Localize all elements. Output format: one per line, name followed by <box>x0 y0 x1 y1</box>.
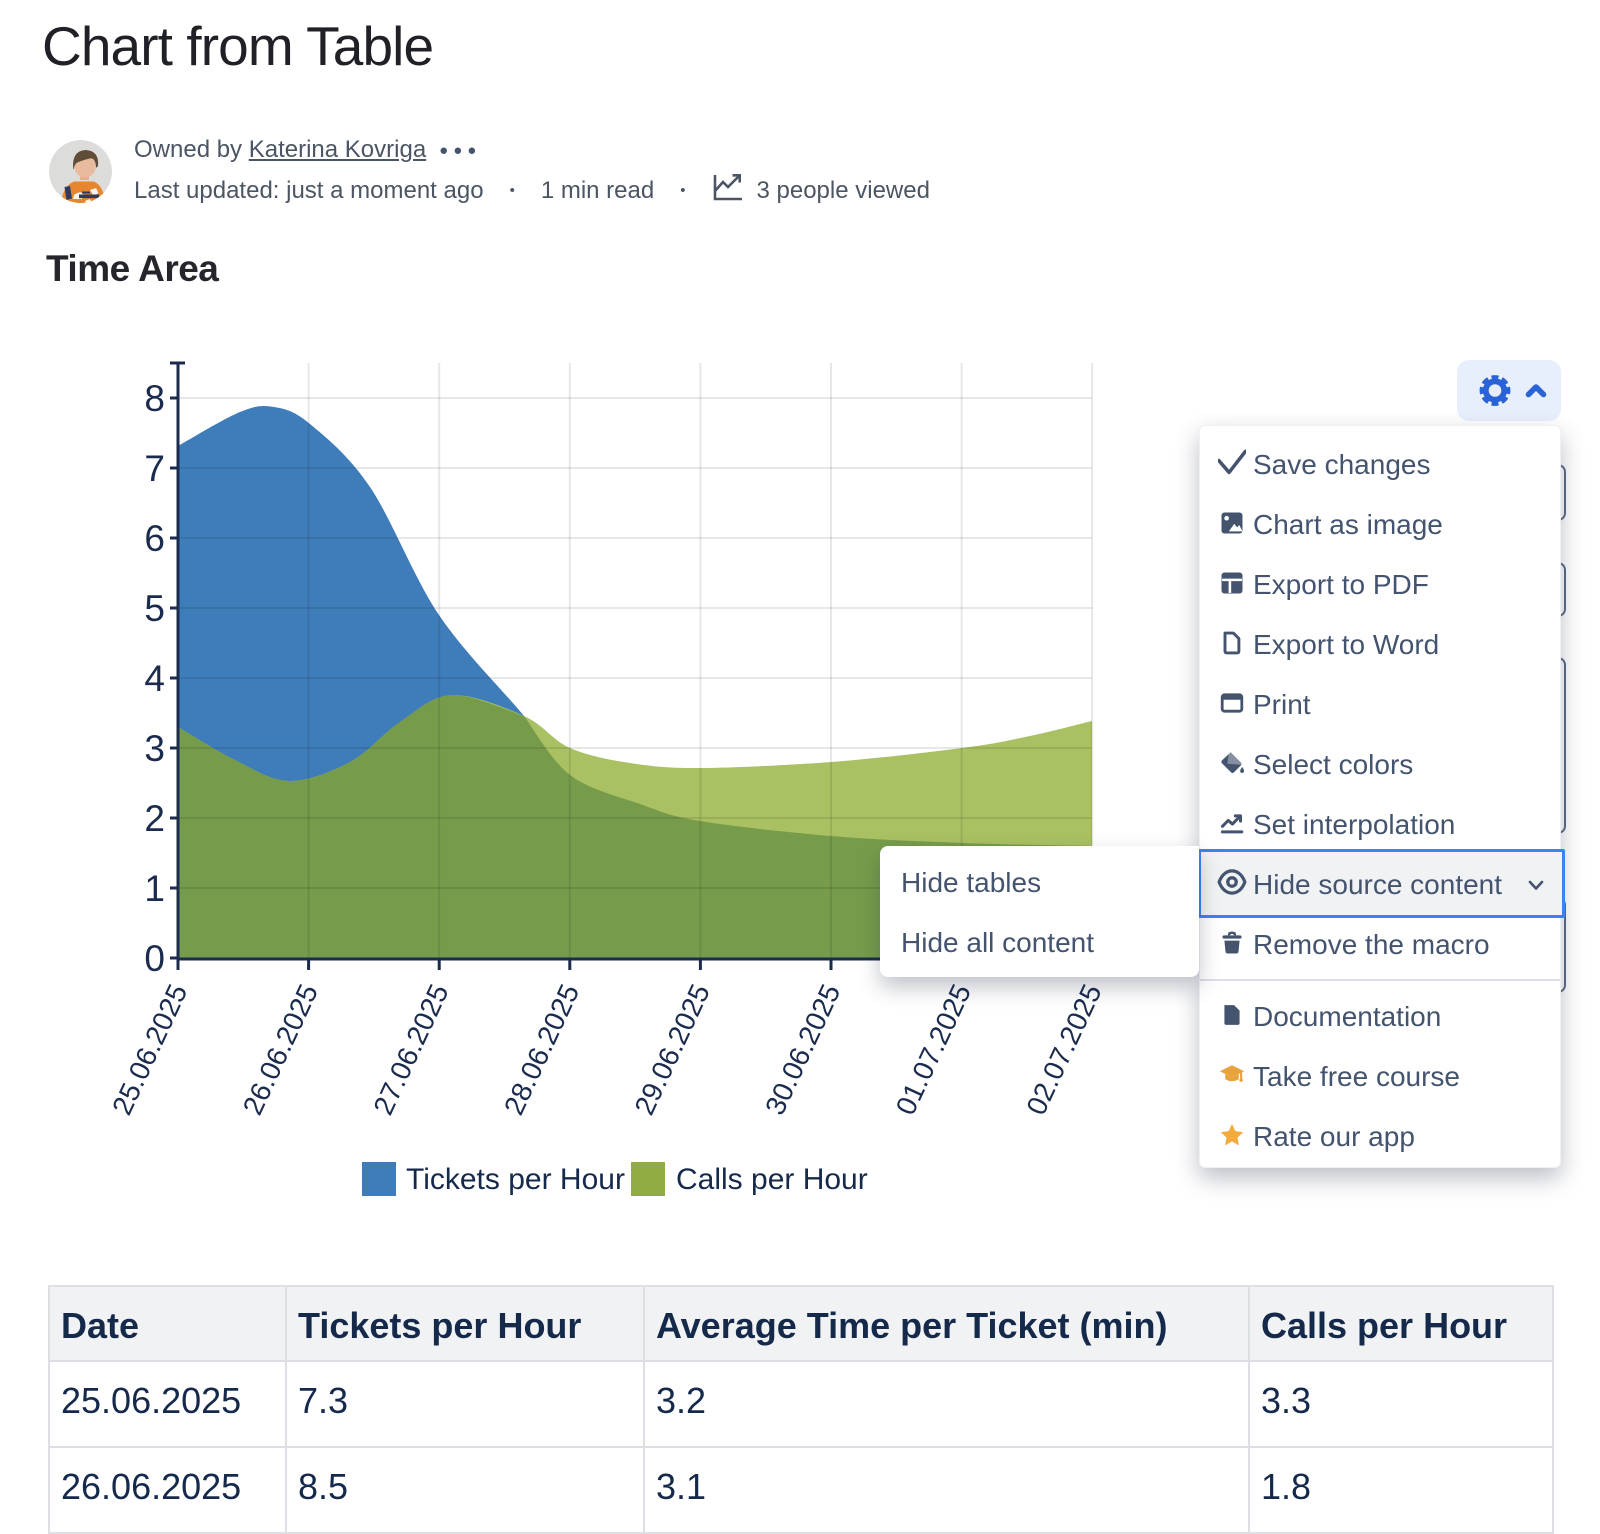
svg-text:4: 4 <box>144 658 165 699</box>
svg-text:1: 1 <box>144 868 165 909</box>
svg-text:3: 3 <box>144 728 165 769</box>
svg-text:6: 6 <box>144 518 165 559</box>
svg-text:28.06.2025: 28.06.2025 <box>498 979 585 1119</box>
svg-text:2: 2 <box>144 798 165 839</box>
svg-text:0: 0 <box>144 938 165 979</box>
svg-text:30.06.2025: 30.06.2025 <box>759 979 846 1119</box>
svg-text:29.06.2025: 29.06.2025 <box>629 979 716 1119</box>
svg-text:27.06.2025: 27.06.2025 <box>367 979 454 1119</box>
svg-text:5: 5 <box>144 588 165 629</box>
svg-text:02.07.2025: 02.07.2025 <box>1020 979 1107 1119</box>
svg-text:01.07.2025: 01.07.2025 <box>890 979 977 1119</box>
svg-text:Calls per Hour: Calls per Hour <box>676 1163 868 1196</box>
svg-text:25.06.2025: 25.06.2025 <box>106 979 193 1119</box>
svg-text:7: 7 <box>144 448 165 489</box>
svg-text:Tickets per Hour: Tickets per Hour <box>406 1163 625 1196</box>
svg-text:8: 8 <box>144 378 165 419</box>
svg-text:26.06.2025: 26.06.2025 <box>237 979 324 1119</box>
